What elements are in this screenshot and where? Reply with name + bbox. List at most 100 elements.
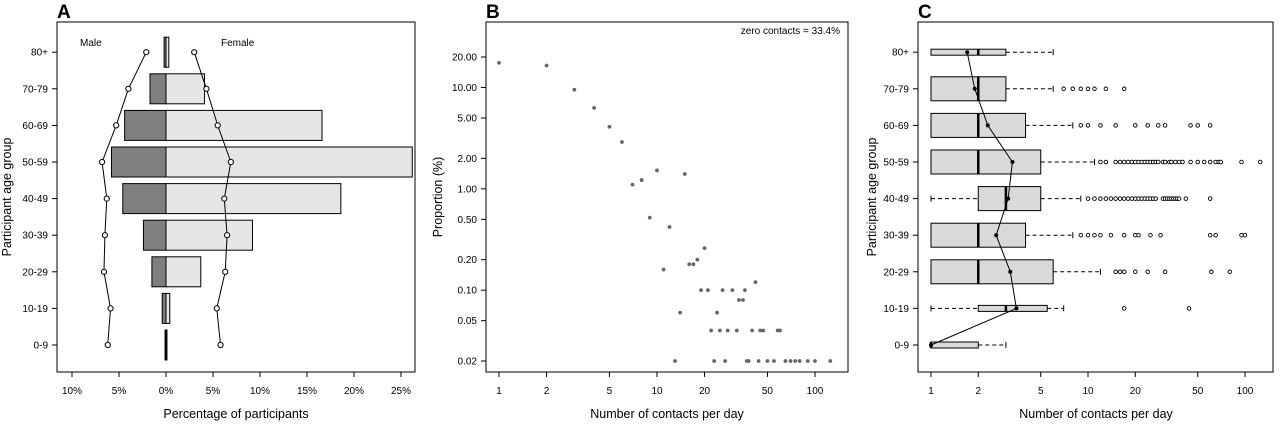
panel-b-ytick-label: 0.10 [458,286,478,297]
panel-a-point-female [224,232,231,239]
panel-c-outlier [1113,159,1118,165]
panel-c-plot: 1 2 5 10 20 50 100 0-9 10-19 20-29 30-39 40-49 50-59… [883,48,1263,397]
panel-c-outlier [1176,196,1182,201]
panel-b-point [758,328,763,333]
panel-c-outlier [1136,232,1141,238]
panel-b-point [647,215,652,220]
panel-c-outlier [1103,86,1109,92]
panel-c-ylabel: Participant age group [865,138,879,257]
panel-b-point [793,359,798,363]
panel-b-xtick-label: 20 [699,386,711,397]
panel-b-point [761,328,766,333]
panel-c-outlier [1133,269,1138,275]
panel-a-bar-male [151,256,167,288]
panel-b-point [717,328,722,333]
panel-b-point [682,172,687,176]
panel-c-xtick-label: 2 [975,386,981,397]
panel-a-point-female [221,195,228,202]
panel-c-outlier [1145,269,1150,275]
panel-b-point [639,178,644,182]
panel-a-xtick-label: 25% [391,386,411,397]
panel-c-mean-point [1014,306,1019,311]
panel-c-ytick-label: 70-79 [883,84,909,95]
panel-a-bar-male [142,219,167,251]
panel-b-point [667,225,672,229]
panel-c-outlier [1188,123,1193,128]
panel-c-outlier [1195,159,1200,165]
panel-b-point [661,267,666,272]
panel-a-bar-female [165,329,168,361]
panel-b-point [813,359,817,363]
panel-c-box [930,149,1042,175]
panel-c-mean-point [1008,269,1013,274]
panel-a-point-female [214,122,221,129]
panel-c-outlier [1242,232,1248,238]
panel-a-bar-male [110,146,167,178]
panel-b-annotation: zero contacts = 33.4% [741,26,840,37]
panel-b-ytick-label: 2.00 [458,154,478,165]
panel-b-point [706,288,710,293]
panel-c-outlier [1117,269,1123,275]
panel-c-outlier [1113,269,1118,275]
panel-b-point [712,359,717,363]
panel-c-outlier [1108,232,1114,238]
panel-c-ytick-label: 60-69 [883,121,909,132]
panel-c-outlier [1186,306,1192,311]
panel-c-outlier [1121,269,1127,275]
panel-c-outlier [1098,232,1103,238]
panel-b-point [715,310,719,315]
panel-c-xtick-label: 50 [1192,386,1204,397]
panel-c-outlier [1085,196,1091,201]
panel-b-point [630,182,635,187]
panel-c-box [930,76,1007,102]
panel-c-outlier [1155,123,1161,128]
panel-c-xtick-label: 20 [1130,386,1142,397]
panel-c-ytick-label: 30-39 [883,231,909,242]
panel-b-point [673,359,677,363]
panel-b-point [691,262,696,267]
panel-a-point-female [227,158,234,166]
panel-a-frame [56,21,416,373]
panel-c-outlier [1098,159,1103,165]
panel-a-bar-female [165,36,170,68]
panel-b-ytick-label: 20.00 [452,53,477,64]
panel-a-point-male [107,305,114,312]
panel-a-ytick-label: 10-19 [22,304,48,315]
panel-c-ytick-label: 10-19 [883,304,909,315]
panel-c-xtick-label: 100 [1237,386,1254,397]
panel-c-ytick-label: 50-59 [883,158,909,169]
panel-c-outlier [1121,159,1127,165]
panel-a-point-male [98,158,106,166]
panel-a-bar-female [165,256,202,288]
panel-c-outlier [1169,159,1174,165]
panel-c-outlier [1092,232,1097,238]
panel-c-outlier [1145,123,1150,128]
panel-b-ytick-label: 0.05 [458,316,478,327]
panel-b-point [750,328,755,333]
panel-a-xlabel: Percentage of participants [163,407,308,421]
panel-c-outlier [1188,159,1193,165]
panel-b-xtick-label: 5 [607,386,613,397]
panel-c-outlier [1085,86,1091,92]
panel-c-outlier [1153,196,1158,201]
panel-c-xtick-label: 1 [928,386,934,397]
panel-c-outlier [1117,159,1123,165]
panel-c-box [930,259,1054,285]
panel-c-outlier [1195,123,1200,128]
panel-a-ytick-label: 40-49 [22,194,48,205]
panel-c-mean-point [929,343,933,347]
panel-c-outlier [1103,196,1109,201]
panel-a-bar-female [165,146,413,178]
panel-a-xtick-label: 10% [250,386,270,397]
panel-b-point [741,298,745,302]
panel-a-ytick-label: 30-39 [22,231,48,242]
panel-c-outlier [1078,86,1084,92]
panel-a-point-female [191,49,198,56]
panel-c-outlier [1121,86,1127,92]
panel-b-letter: B [486,2,500,23]
panel-a-bar-female [165,292,171,324]
panel-c-outlier [1108,196,1114,201]
panel-b-point [797,359,802,363]
panel-a-letter: A [57,2,71,23]
